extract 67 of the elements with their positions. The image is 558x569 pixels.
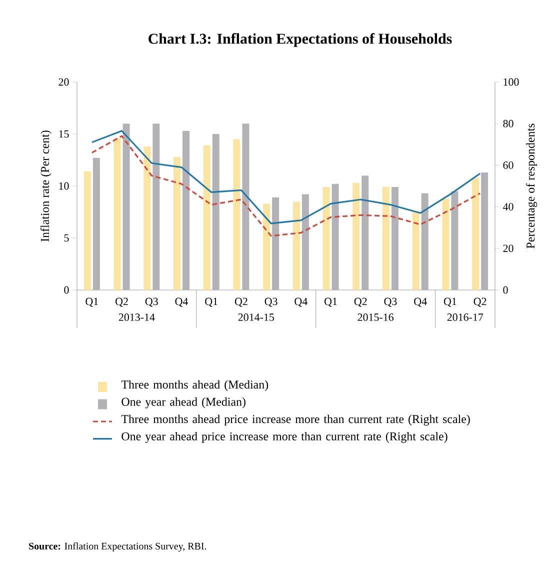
bar [242, 124, 250, 290]
bar [382, 187, 390, 290]
x-tick-label: Q3 [384, 298, 397, 307]
bar [203, 145, 210, 290]
x-tick-label: Q4 [414, 298, 427, 307]
y-axis-title: Inflation rate (Per cent) [40, 130, 52, 242]
y-tick-label: 20 [58, 78, 69, 86]
x-tick-label: Q3 [264, 298, 278, 307]
x-tick-label: Q2 [354, 298, 367, 307]
text: 2013-14 [118, 314, 155, 321]
bar [114, 138, 121, 290]
bar [332, 184, 339, 290]
bar [292, 202, 300, 290]
y2-tick-label: 20 [503, 244, 514, 252]
bar [92, 158, 100, 290]
x-tick-label: Q2 [474, 298, 486, 307]
line-series [91, 135, 481, 237]
text: Source: Inflation Expectations Survey, RBI. [29, 542, 206, 552]
bar [152, 124, 160, 290]
text: 2015-16 [358, 314, 394, 321]
x-tick-label: Q1 [324, 298, 337, 307]
y2-tick-label: 40 [502, 203, 514, 210]
bar [322, 187, 330, 290]
x-tick-label: Q4 [294, 298, 308, 307]
line-series [91, 130, 481, 224]
bar [212, 134, 220, 290]
bar [472, 178, 480, 290]
bar [182, 130, 190, 290]
y2-tick-label: 60 [503, 162, 514, 169]
bar [302, 194, 309, 290]
bar [481, 172, 488, 290]
bar [421, 193, 428, 290]
bar [352, 182, 360, 290]
y-tick-label: 5 [64, 234, 69, 242]
legend-label: One year ahead (Median) [122, 397, 246, 408]
bar [174, 156, 180, 290]
bar [362, 176, 369, 290]
bar [144, 146, 151, 290]
bar [84, 171, 91, 290]
bar [272, 197, 280, 290]
legend-label: Three months ahead (Median) [121, 380, 268, 392]
x-tick-label: Q3 [145, 298, 158, 307]
bar [263, 204, 270, 290]
bar [442, 198, 450, 290]
bar [392, 187, 398, 290]
x-tick-label: Q2 [234, 298, 248, 307]
bar [451, 191, 458, 290]
legend-label: Three months ahead price increase more than current rate (Right scale) [121, 414, 470, 426]
y2-tick-label: 0 [503, 286, 508, 294]
x-tick-label: Q1 [205, 298, 218, 307]
y-tick-label: 0 [64, 286, 69, 294]
y2-axis-title: Percentage of respondents [526, 124, 538, 248]
x-tick-label: Q2 [116, 298, 128, 307]
y-tick-label: 10 [59, 182, 69, 190]
legend-label: One year ahead price increase more than current rate (Right scale) [122, 432, 448, 443]
x-tick-label: Q1 [86, 298, 98, 307]
bar [122, 124, 130, 290]
y2-tick-label: 100 [504, 78, 519, 86]
text: 2016-17 [447, 314, 484, 321]
bar [412, 210, 420, 290]
x-tick-label: Q4 [175, 298, 188, 307]
x-tick-label: Q1 [444, 298, 456, 307]
y-tick-label: 15 [59, 130, 69, 138]
text: 2014-15 [238, 314, 274, 321]
chart-title: Chart I.3: Inflation Expectations of Households [148, 33, 452, 47]
y2-tick-label: 80 [503, 120, 514, 128]
bar [233, 139, 240, 290]
